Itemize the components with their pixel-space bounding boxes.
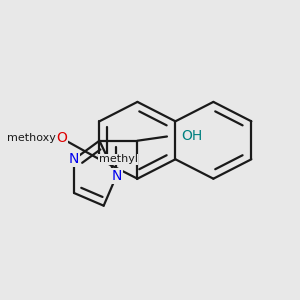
Text: N: N — [69, 152, 79, 166]
Text: O: O — [56, 131, 67, 145]
Text: OH: OH — [182, 130, 203, 143]
Text: N: N — [111, 169, 122, 183]
Text: methoxy: methoxy — [8, 133, 56, 143]
Text: methyl: methyl — [99, 154, 138, 164]
